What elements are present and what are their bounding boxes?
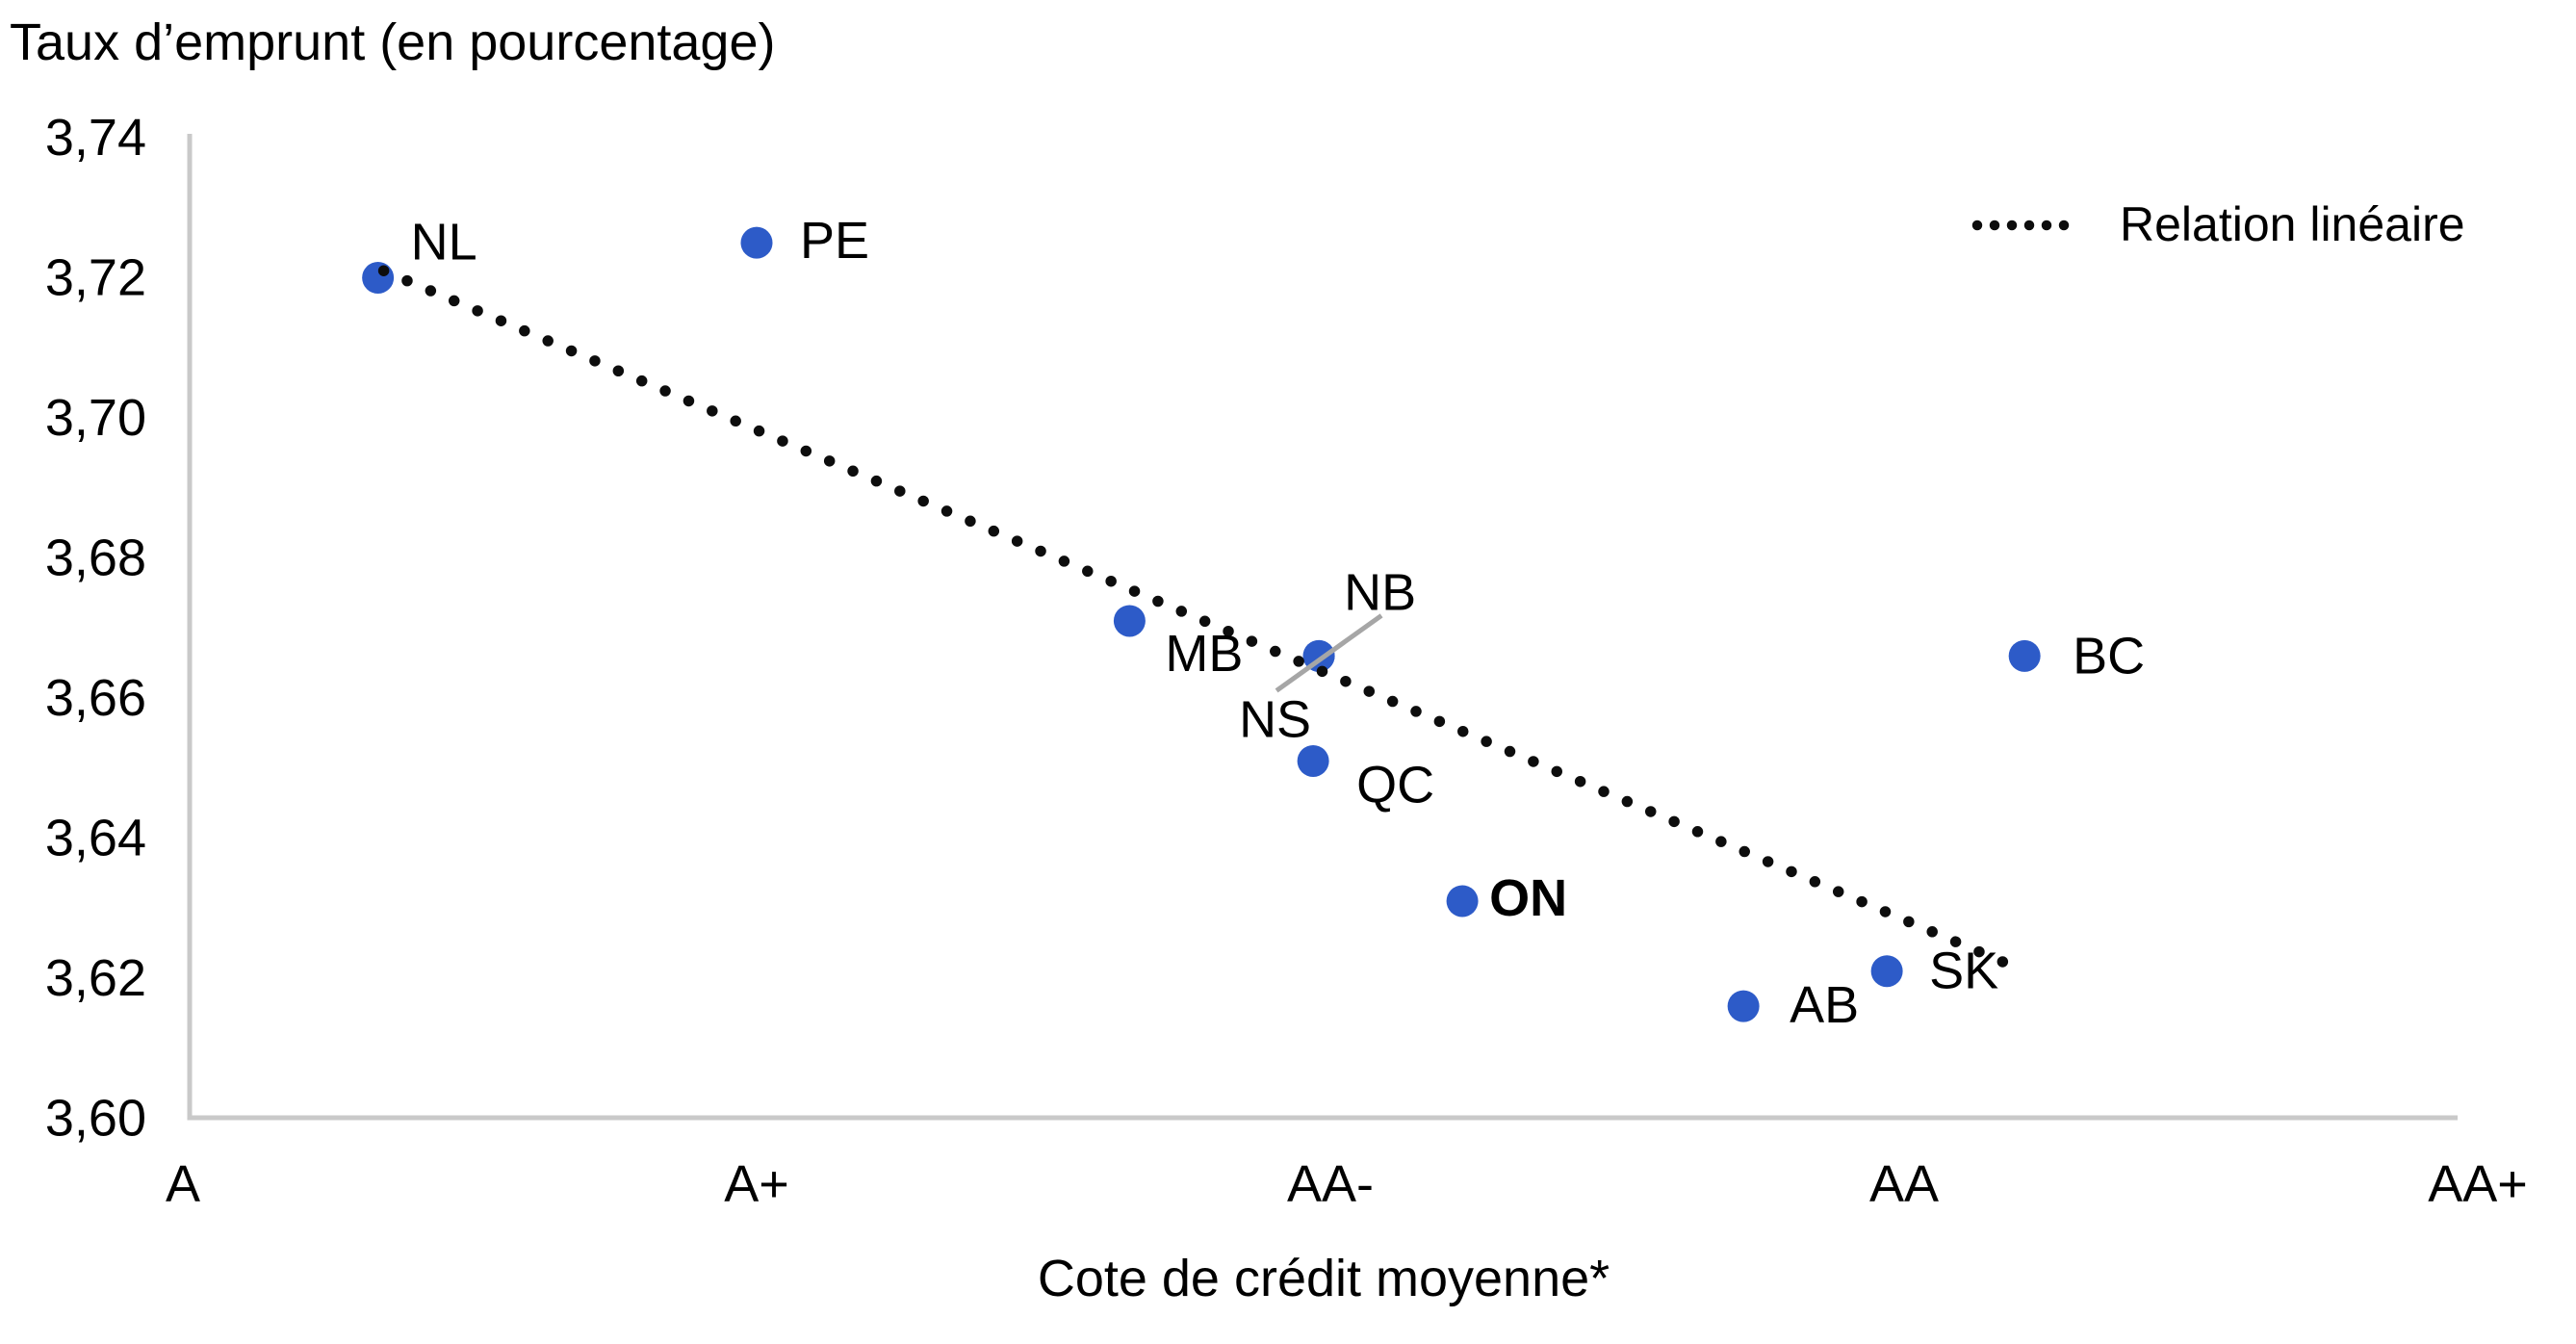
y-tick-label: 3,72 <box>45 249 146 307</box>
data-point-nl <box>362 262 395 294</box>
point-label-nl: NL <box>411 214 477 271</box>
axis-lines <box>187 134 2458 1121</box>
y-tick-label: 3,66 <box>45 669 146 727</box>
point-label-qc: QC <box>1356 756 1434 814</box>
y-tick-label: 3,60 <box>45 1090 146 1148</box>
data-point-on <box>1446 885 1479 918</box>
x-tick-label: AA+ <box>2428 1155 2528 1213</box>
label-leader-line-nb <box>1275 613 1383 693</box>
point-label-nb: NB <box>1344 563 1416 621</box>
x-tick-label: A <box>166 1155 200 1213</box>
y-tick-label: 3,74 <box>45 109 146 167</box>
y-tick-label: 3,62 <box>45 949 146 1007</box>
legend: Relation linéaire <box>1970 196 2465 252</box>
data-point-pe <box>740 226 773 259</box>
point-label-bc: BC <box>2073 627 2145 685</box>
dotted-line-swatch <box>1971 220 2087 231</box>
point-label-sk: SK <box>1929 943 1998 1000</box>
chart-title: Taux d’emprunt (en pourcentage) <box>10 13 776 71</box>
data-point-sk <box>1870 955 1903 988</box>
point-label-ab: AB <box>1790 976 1859 1034</box>
data-point-mb <box>1113 605 1146 637</box>
point-label-mb: MB <box>1165 625 1243 683</box>
data-point-bc <box>2008 639 2041 672</box>
data-point-ab <box>1727 990 1760 1022</box>
point-label-ns: NS <box>1239 690 1311 748</box>
y-tick-label: 3,64 <box>45 810 146 867</box>
legend-label: Relation linéaire <box>2120 197 2465 251</box>
point-label-on: ON <box>1489 869 1567 927</box>
y-tick-label: 3,70 <box>45 389 146 447</box>
point-label-pe: PE <box>800 212 869 270</box>
x-tick-label: AA <box>1869 1155 1939 1213</box>
x-axis-title: Cote de crédit moyenne* <box>1037 1250 1610 1307</box>
trend-line <box>377 265 2030 977</box>
data-point-qc <box>1297 744 1329 777</box>
x-tick-label: AA- <box>1287 1155 1374 1213</box>
y-tick-label: 3,68 <box>45 530 146 587</box>
x-tick-label: A+ <box>724 1155 789 1213</box>
